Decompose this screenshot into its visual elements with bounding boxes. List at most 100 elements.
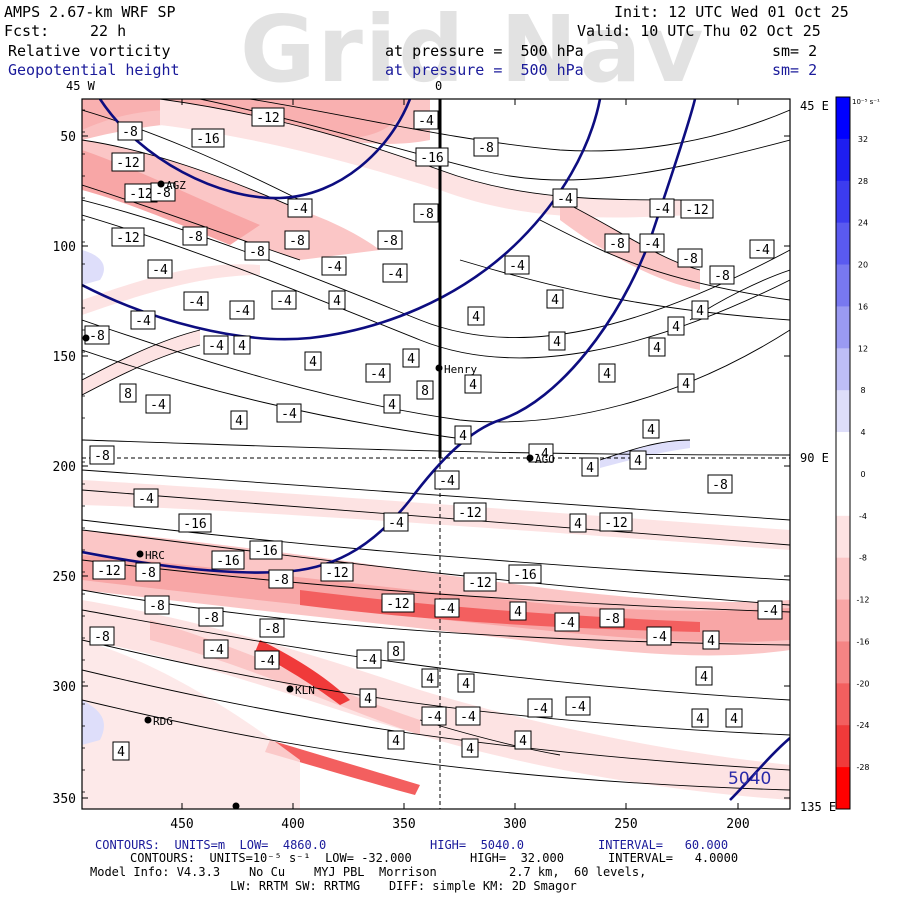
contour-label-value: 4 [707,634,715,649]
contour-label: 4 [387,730,405,750]
colorbar-frame [835,96,851,810]
contour-label-box [92,560,126,580]
contour-label-box [203,639,229,659]
contour-label-value: 4 [469,378,477,393]
contour-label-box [680,199,714,219]
y-tick-label: 150 [53,350,76,365]
colorbar-swatch [836,473,850,517]
colorbar-swatch [836,97,850,140]
colorbar: 10⁻⁵ s⁻¹ 32 28 24 20 16 12 8 4 0 -4 -8 -12 -16 -20 -24 -… [835,96,880,810]
x-tick-label: 400 [281,817,304,832]
contour-label: -4 [133,488,159,508]
contour-label: -8 [244,241,270,261]
x-tick-label: 450 [170,817,193,832]
contour-label-box [473,137,499,157]
station-marker [526,454,534,462]
stations: AGZ Henry AGO HRC KLN RDG [82,179,555,810]
contour-label-box [569,513,587,533]
contour-label: -4 [527,698,553,718]
contour-label-value: 8 [124,387,132,402]
contour-label: 4 [457,673,475,693]
forecast-label: Fcst: [4,22,50,40]
contour-label: 4 [514,730,532,750]
contour-label-box [144,595,170,615]
contour-label-value: 4 [407,352,415,367]
contour-label: -4 [434,598,460,618]
contour-label-box [268,569,294,589]
contour-label-box [182,226,208,246]
contour-label-value: 4 [682,377,690,392]
field-height-smoothing: sm= 2 [772,61,818,79]
contour-label-box [178,513,212,533]
contour-label: -4 [365,363,391,383]
contour-label-box [504,255,530,275]
colorbar-swatch [836,683,850,726]
x-tick-label: 250 [614,817,637,832]
contour-label-box [725,708,743,728]
contour-label-box [415,147,449,167]
lon-label-90e: 90 E [800,451,829,465]
contour-label: -12 [680,199,714,219]
colorbar-tick-label: -28 [856,763,869,772]
contour-label: 4 [464,374,482,394]
contour-label: 4 [421,668,439,688]
contour-label: -4 [254,650,280,670]
contour-label-value: 4 [634,454,642,469]
contour-label-value: -8 [94,630,110,645]
watermark-text: Grid Nav [240,0,706,103]
contour-label-value: -12 [116,156,139,171]
station-marker [286,685,294,693]
contour-label: -16 [249,540,283,560]
contour-label-value: 4 [459,429,467,444]
station-label: RDG [153,715,173,728]
contour-label: -8 [182,226,208,246]
contour-label-box [554,612,580,632]
colorbar-tick-label: -4 [859,512,867,521]
contour-label: 4 [467,306,485,326]
contour-label-value: -4 [152,263,168,278]
contour-label: -16 [211,550,245,570]
colorbar-swatch [836,599,850,642]
footer-height-interval: INTERVAL= 60.000 [598,838,729,852]
contour-label: 4 [691,300,709,320]
contour-label-value: -4 [234,304,250,319]
footer-height-high: HIGH= 5040.0 [430,838,524,852]
contour-label: -8 [84,325,110,345]
contour-label-value: -4 [644,237,660,252]
contour-label-value: -4 [292,202,308,217]
contour-label-box [251,107,285,127]
contour-label: 4 [548,331,566,351]
y-tick-label: 300 [53,680,76,695]
contour-label-box [677,248,703,268]
contour-label-box [464,374,482,394]
contour-label-box [434,598,460,618]
field-vorticity-smoothing: sm= 2 [772,42,818,60]
contour-label-value: 4 [309,355,317,370]
contour-label-value: -8 [203,611,219,626]
contour-label-value: -4 [426,710,442,725]
contour-label: -4 [413,110,439,130]
contour-label: -4 [271,290,297,310]
contour-label-box [421,668,439,688]
contour-label-box [244,241,270,261]
contour-label-box [211,550,245,570]
contour-label: 4 [629,450,647,470]
contour-label-box [695,666,713,686]
contour-label-box [639,233,665,253]
contour-label-value: -4 [281,407,297,422]
contour-label-value: 4 [551,293,559,308]
contour-label: -8 [604,233,630,253]
contour-label-box [552,188,578,208]
contour-label-value: -4 [509,259,525,274]
contour-label-box [648,337,666,357]
contour-label-box [130,310,156,330]
contour-label-value: 4 [466,742,474,757]
contour-label-value: -12 [458,506,481,521]
contour-label: 4 [691,708,709,728]
contour-label-value: -16 [183,517,206,532]
contour-label-value: 4 [388,398,396,413]
contour-label-value: -8 [714,269,730,284]
contour-label: -8 [413,203,439,223]
station-marker [232,802,240,810]
contour-label-box [457,673,475,693]
